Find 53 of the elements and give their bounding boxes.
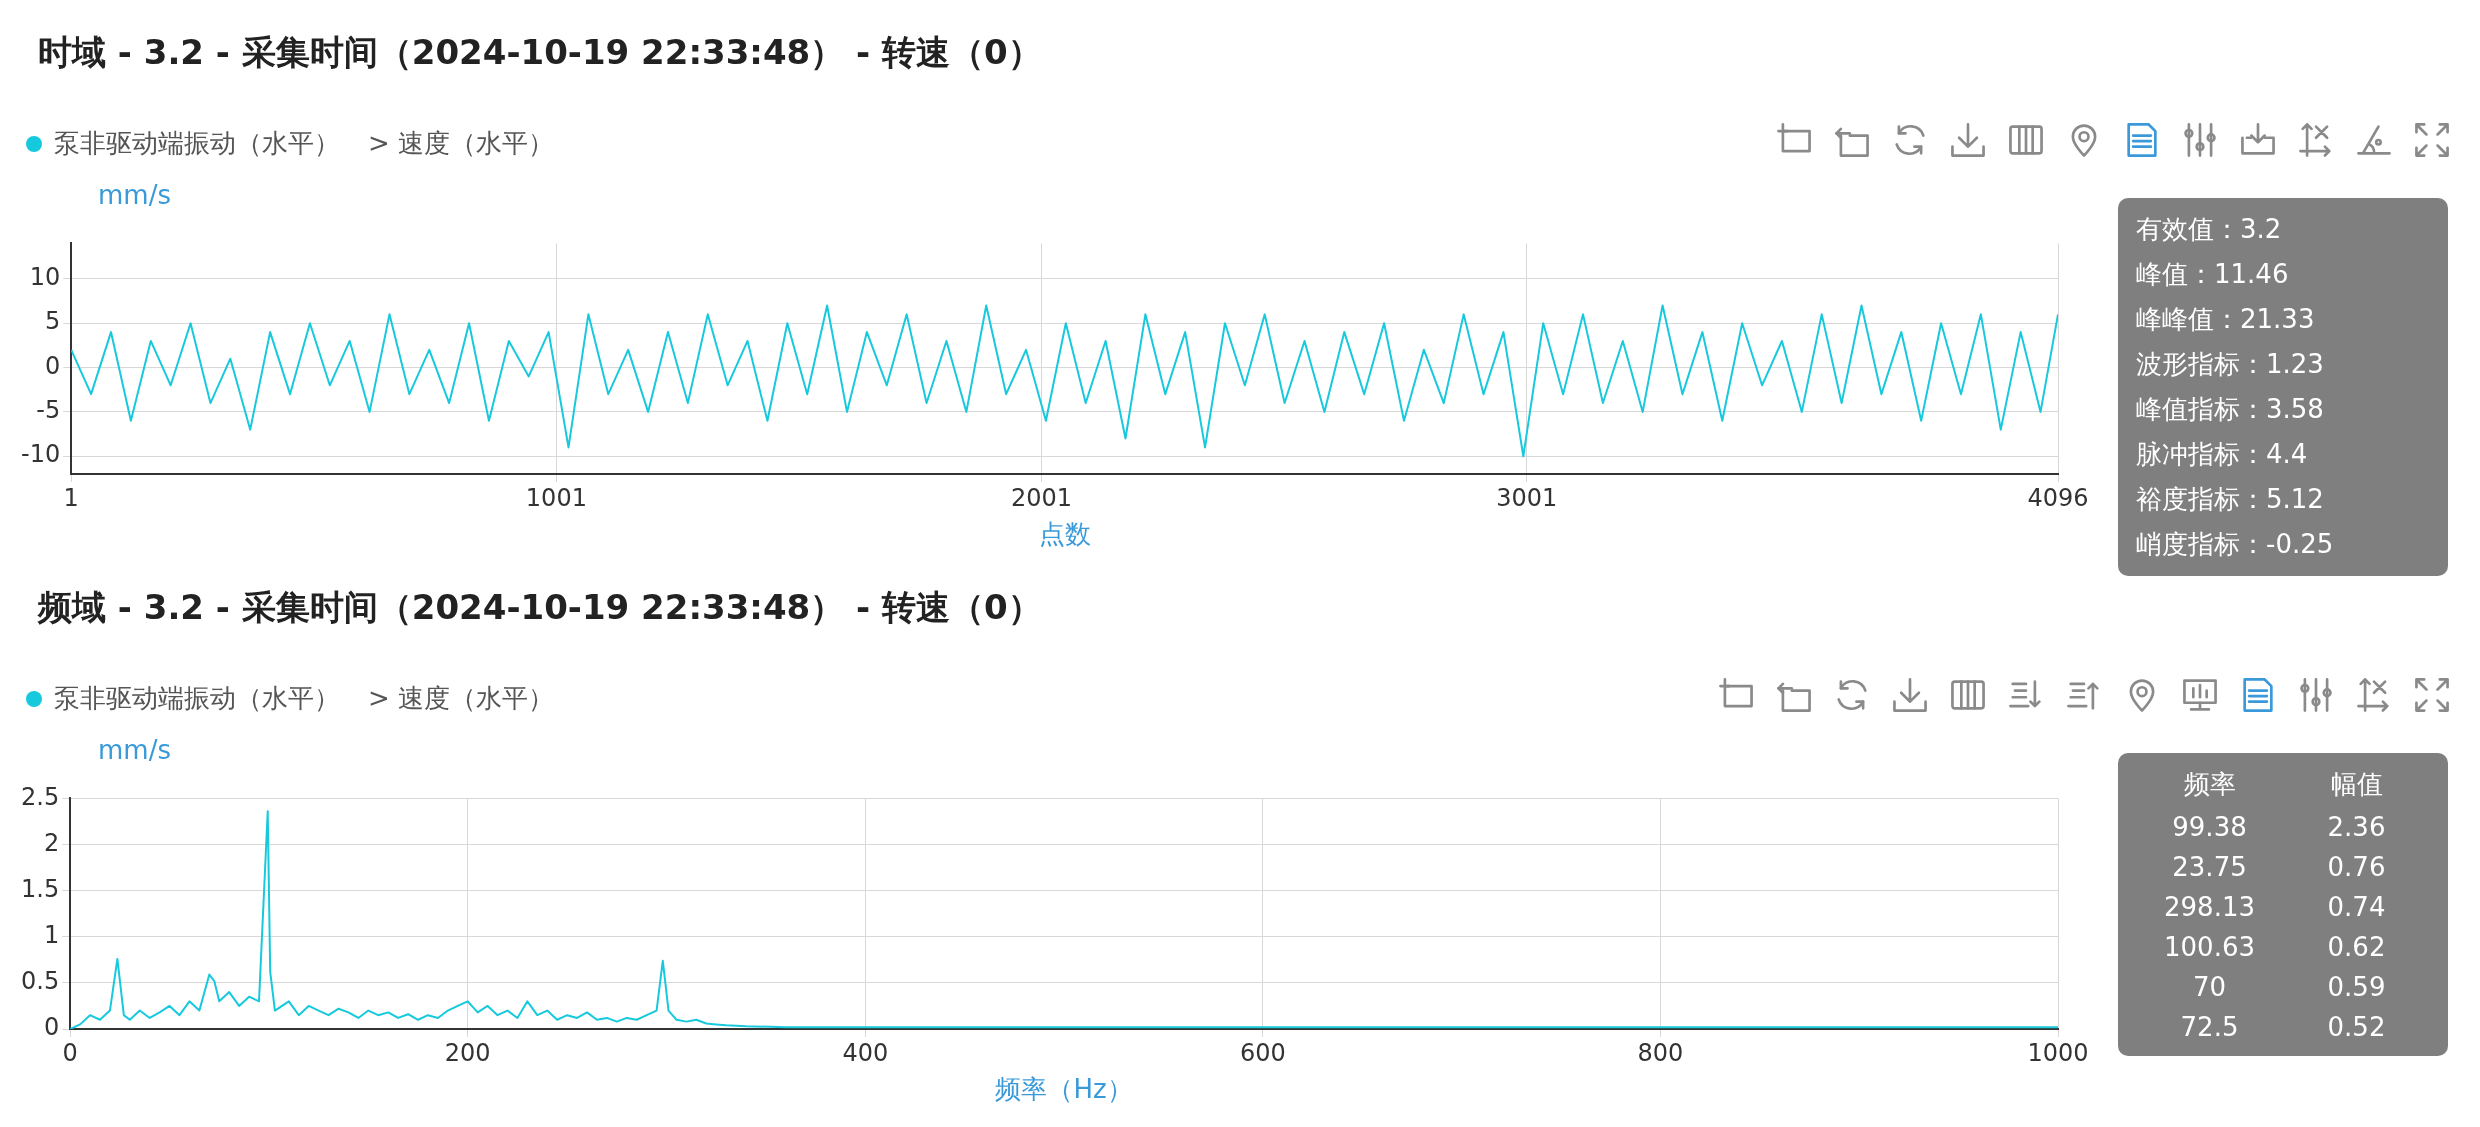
chart-title: 频域 - 3.2 - 采集时间（2024-10-19 22:33:48） - 转速（0）: [38, 586, 1042, 629]
text: 峰值指标：3.58: [2136, 393, 2325, 426]
y-tick-label: 5: [44, 307, 61, 336]
x-tick-label: 3001: [1496, 483, 1558, 512]
text: 裕度指标：5.12: [2136, 483, 2325, 516]
legend-label: 泵非驱动端振动（水平）: [54, 127, 340, 160]
chart-subtitle: > 速度（水平）: [368, 127, 555, 160]
y-tick-label: 0: [44, 351, 61, 380]
text: 0.62: [2326, 932, 2387, 962]
text: 0.74: [2326, 892, 2387, 922]
text: 0.59: [2326, 972, 2387, 1002]
y-tick-label: 1.5: [21, 874, 60, 903]
x-axis-title: 点数: [1038, 519, 1091, 550]
x-tick-label: 200: [444, 1038, 491, 1067]
text: 幅值: [2329, 768, 2384, 801]
text: 2.36: [2326, 812, 2387, 842]
x-tick-label: 800: [1637, 1038, 1684, 1067]
x-tick-label: 400: [842, 1038, 889, 1067]
text: 频率: [2182, 768, 2237, 801]
text: 0.76: [2326, 852, 2387, 882]
x-tick-label: 4096: [2027, 483, 2089, 512]
text: 峰峰值：21.33: [2136, 303, 2316, 336]
x-tick-label: 2001: [1011, 483, 1073, 512]
y-tick-label: -5: [36, 396, 61, 425]
y-axis-title: mm/s: [98, 180, 171, 210]
text: 23.75: [2171, 852, 2248, 882]
y-axis-title: mm/s: [98, 735, 171, 765]
legend-label: 泵非驱动端振动（水平）: [54, 682, 340, 715]
text: 脉冲指标：4.4: [2136, 438, 2309, 471]
y-tick-label: 10: [29, 263, 61, 292]
y-tick-label: -10: [21, 440, 61, 469]
text: 70: [2191, 972, 2228, 1002]
x-tick-label: 600: [1239, 1038, 1286, 1067]
x-axis-title: 频率（Hz）: [995, 1074, 1133, 1105]
x-tick-label: 1: [63, 483, 79, 512]
text: 298.13: [2163, 892, 2256, 922]
x-tick-label: 1000: [2027, 1038, 2089, 1067]
text: 100.63: [2163, 932, 2256, 962]
y-tick-label: 0: [43, 1013, 60, 1042]
text: 72.5: [2179, 1012, 2240, 1042]
y-tick-label: 2.5: [21, 782, 60, 811]
y-tick-label: 1: [43, 920, 60, 949]
text: 99.38: [2171, 812, 2248, 842]
text: 波形指标：1.23: [2136, 348, 2325, 381]
text: 0.52: [2326, 1012, 2387, 1042]
text: 峰值：11.46: [2136, 258, 2290, 291]
y-tick-label: 2: [43, 828, 60, 857]
text: 峭度指标：-0.25: [2136, 528, 2335, 561]
text: 有效值：3.2: [2136, 213, 2283, 246]
chart-title: 时域 - 3.2 - 采集时间（2024-10-19 22:33:48） - 转速（0）: [38, 31, 1042, 74]
chart-subtitle: > 速度（水平）: [368, 682, 555, 715]
x-tick-label: 1001: [525, 483, 587, 512]
y-tick-label: 0.5: [21, 967, 60, 996]
